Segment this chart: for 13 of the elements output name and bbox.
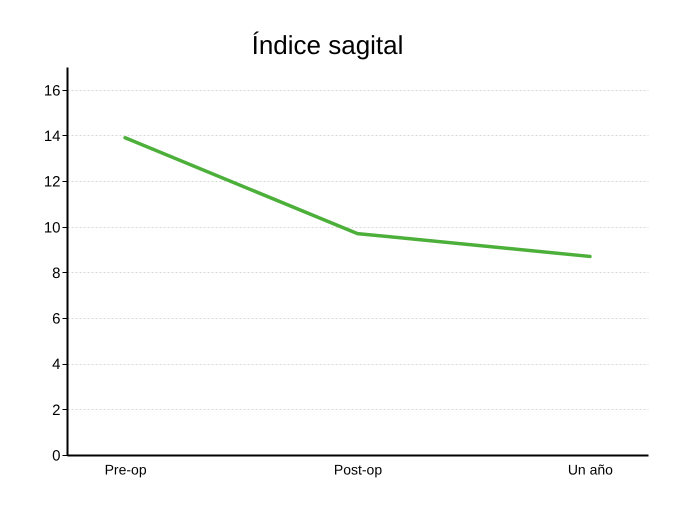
y-tick-label: 4 [52, 356, 60, 374]
x-tick-label: Post-op [334, 462, 382, 478]
y-tick-label: 8 [52, 264, 60, 282]
x-tick-label: Pre-op [104, 462, 147, 478]
y-tick-label: 2 [52, 402, 60, 419]
y-tick-label: 16 [44, 82, 60, 100]
y-tick-label: 12 [44, 174, 60, 191]
y-tick-label: 6 [52, 310, 60, 328]
y-tick-label: 10 [44, 219, 60, 236]
chart-title: Índice sagital [252, 30, 404, 60]
y-tick-label: 14 [44, 128, 60, 145]
x-tick-label: Un año [568, 462, 614, 478]
y-tick-label: 0 [52, 448, 60, 464]
